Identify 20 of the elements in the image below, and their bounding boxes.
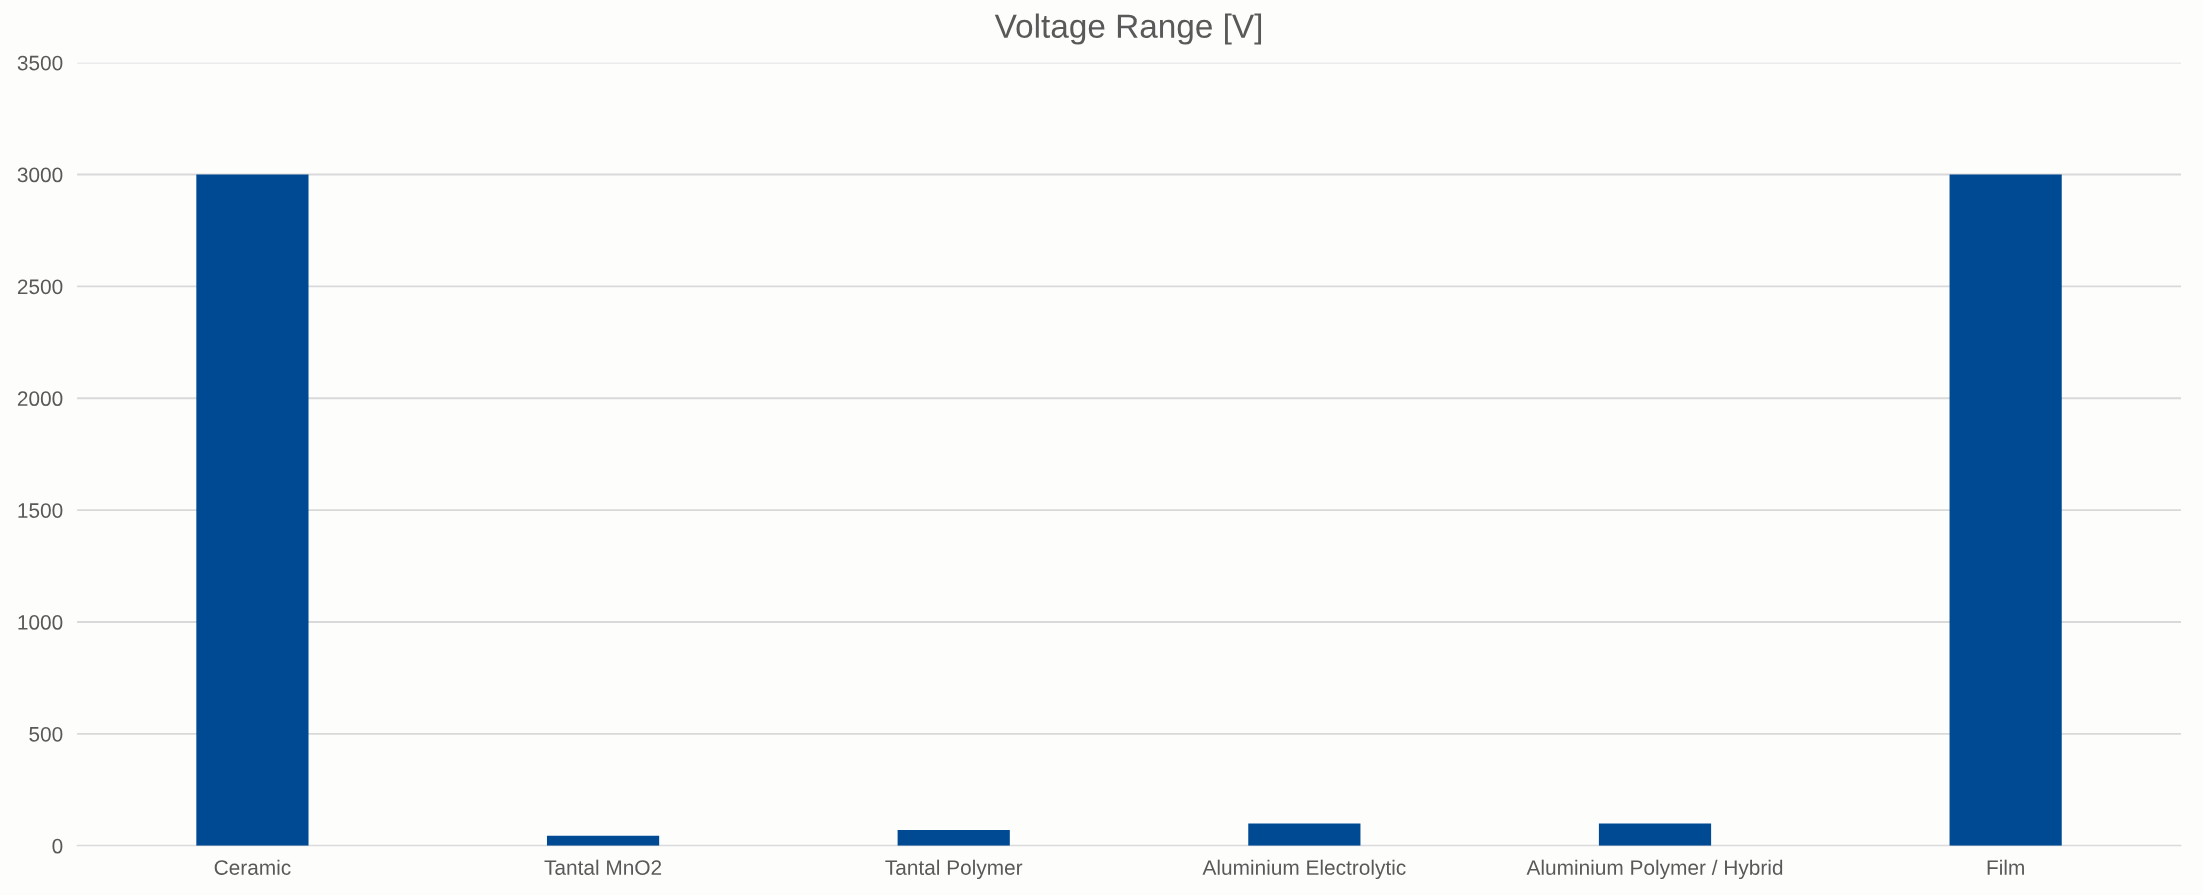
y-tick-label: 3500 — [17, 55, 63, 71]
y-tick-label: 1000 — [18, 615, 63, 630]
bar — [897, 830, 1010, 846]
y-tick-label: 500 — [29, 726, 63, 742]
x-tick-label: Ceramic — [214, 859, 291, 875]
x-tick-label: Tantal Polymer — [885, 859, 1023, 880]
bar — [1598, 823, 1712, 846]
y-tick-label: 0 — [52, 838, 63, 854]
bar — [1949, 174, 2062, 846]
y-tick-label: 2500 — [17, 279, 63, 295]
bar — [196, 174, 309, 846]
x-tick-label: Aluminium Electrolytic — [1202, 859, 1406, 880]
x-tick-label: Aluminium Polymer / Hybrid — [1526, 859, 1783, 880]
bar — [1248, 823, 1361, 846]
y-tick-label: 3000 — [17, 167, 63, 183]
x-tick-label: Tantal MnO2 — [544, 859, 662, 875]
x-tick-label: Film — [1987, 859, 2024, 875]
y-tick-label: 1500 — [18, 503, 63, 518]
y-tick-label: 2000 — [17, 391, 63, 407]
chart-title: Voltage Range [V] — [994, 13, 1262, 45]
